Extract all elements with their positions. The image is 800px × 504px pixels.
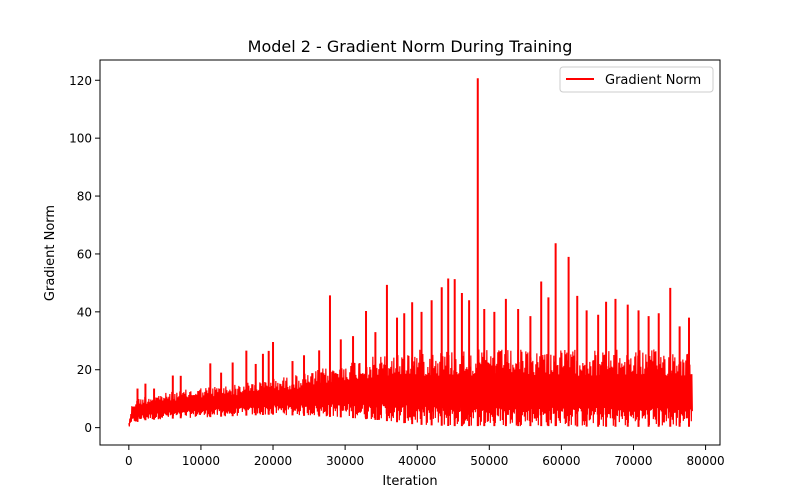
series-layer bbox=[128, 78, 693, 427]
x-tick-label: 0 bbox=[125, 454, 133, 468]
plot-area bbox=[100, 60, 720, 445]
x-axis: 0 10000 20000 30000 40000 50000 60000 70000 8000… bbox=[125, 445, 725, 468]
y-tick-label: 40 bbox=[77, 305, 92, 319]
y-tick-label: 100 bbox=[69, 132, 92, 146]
y-tick-label: 0 bbox=[84, 421, 92, 435]
x-tick-label: 20000 bbox=[254, 454, 292, 468]
y-axis: 0 20 40 60 80 100 120 bbox=[69, 74, 100, 435]
x-tick-label: 60000 bbox=[542, 454, 580, 468]
legend-box bbox=[559, 66, 714, 93]
x-tick-label: 30000 bbox=[326, 454, 364, 468]
x-tick-label: 80000 bbox=[686, 454, 724, 468]
x-tick-label: 50000 bbox=[470, 454, 508, 468]
y-tick-label: 80 bbox=[77, 190, 92, 204]
x-tick-label: 70000 bbox=[614, 454, 652, 468]
legend: Gradient Norm bbox=[559, 66, 714, 93]
chart-title: Model 2 - Gradient Norm During Training bbox=[248, 37, 573, 56]
plot-frame bbox=[99, 59, 721, 446]
y-axis-label: Gradient Norm bbox=[43, 205, 58, 301]
x-tick-label: 40000 bbox=[398, 454, 436, 468]
x-axis-label: Iteration bbox=[382, 474, 437, 489]
y-tick-label: 120 bbox=[69, 74, 92, 88]
y-tick-label: 60 bbox=[77, 247, 92, 261]
y-tick-label: 20 bbox=[77, 363, 92, 377]
x-tick-label: 10000 bbox=[182, 454, 220, 468]
legend-label-gradient-norm: Gradient Norm bbox=[605, 73, 701, 88]
